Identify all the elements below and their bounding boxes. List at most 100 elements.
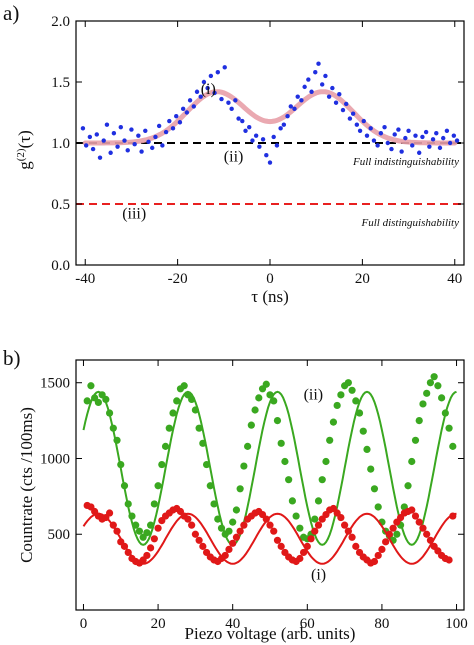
data-point	[104, 122, 110, 127]
data-point-ii	[374, 503, 382, 511]
data-point	[111, 131, 117, 136]
data-point-i	[385, 530, 393, 538]
annotation: (ii)	[224, 148, 244, 165]
data-point-ii	[322, 457, 330, 466]
data-point	[340, 107, 346, 113]
reference-line-label: Full indistinguishability	[352, 156, 459, 168]
data-point-ii	[355, 409, 364, 417]
data-point	[399, 149, 404, 154]
data-point	[271, 134, 276, 140]
data-point-i	[124, 548, 132, 557]
data-point-i	[147, 544, 155, 552]
data-point	[208, 73, 214, 79]
data-point-i	[411, 512, 420, 520]
data-point-i	[150, 535, 158, 543]
data-point-ii	[296, 524, 304, 532]
data-point	[236, 116, 241, 121]
data-point	[247, 124, 252, 130]
panel-b-y-axis-label: Countrate (cts /100ms)	[17, 407, 36, 563]
data-point-i	[314, 521, 323, 529]
data-point	[454, 138, 460, 143]
y-tick-label: 1.0	[51, 136, 70, 152]
data-point-ii	[94, 398, 102, 407]
data-point	[264, 153, 269, 158]
data-point	[243, 128, 248, 133]
data-point-ii	[326, 436, 334, 444]
data-point	[441, 135, 446, 141]
data-point	[319, 82, 325, 87]
x-tick-label: 100	[445, 616, 468, 632]
data-point-ii	[161, 442, 170, 450]
data-point-ii	[154, 482, 162, 490]
data-point-ii	[244, 442, 252, 450]
data-point-i	[191, 530, 199, 538]
data-point-ii	[143, 529, 151, 537]
data-point	[260, 137, 266, 142]
data-point	[97, 155, 103, 160]
panel-b-frame	[75, 359, 465, 611]
data-point-ii	[251, 406, 259, 414]
data-point-i	[270, 527, 278, 535]
x-tick-label: 0	[266, 271, 274, 287]
data-point-ii	[266, 391, 274, 399]
data-point-i	[199, 542, 207, 550]
data-point-i	[378, 545, 386, 553]
data-point-i	[445, 556, 453, 564]
data-point-i	[423, 530, 431, 538]
data-point-ii	[210, 500, 218, 508]
data-point	[347, 116, 353, 121]
data-point-ii	[262, 380, 270, 388]
data-point	[423, 129, 429, 135]
data-point-i	[311, 527, 319, 535]
data-point	[153, 134, 158, 140]
data-point	[136, 133, 141, 138]
data-point	[215, 70, 221, 75]
data-point-i	[120, 542, 129, 550]
data-point-ii	[117, 460, 125, 469]
data-point-i	[303, 542, 311, 550]
data-point-ii	[370, 485, 379, 493]
data-point	[444, 128, 450, 133]
panel-a: a) Full indistinguishability Full disting…	[3, 1, 465, 306]
data-point-ii	[441, 409, 449, 417]
data-point	[240, 118, 245, 124]
data-point-ii	[311, 515, 319, 523]
data-point	[385, 140, 390, 146]
x-tick-label: 0	[80, 616, 88, 632]
data-point	[194, 89, 200, 94]
data-point	[115, 144, 120, 149]
data-point-ii	[199, 439, 207, 447]
y-tick-label: 1500	[40, 376, 70, 392]
panel-b-x-axis-label: Piezo voltage (arb. units)	[185, 624, 356, 643]
data-point-ii	[83, 397, 91, 405]
data-point	[80, 126, 86, 131]
data-point-ii	[363, 445, 371, 453]
data-point	[94, 132, 99, 137]
data-point-i	[299, 548, 308, 557]
data-point-i	[408, 506, 416, 514]
data-point	[187, 98, 193, 103]
data-point-ii	[135, 527, 144, 535]
data-point	[292, 106, 297, 112]
data-point-ii	[449, 442, 457, 450]
data-point-i	[105, 509, 114, 517]
data-point-ii	[270, 397, 278, 405]
data-point-ii	[277, 439, 285, 447]
data-point-i	[195, 536, 203, 544]
panel-a-content: Full indistinguishability Full distinguis…	[76, 61, 464, 229]
data-point	[333, 100, 339, 105]
data-point	[378, 131, 384, 136]
fit-curve-ii	[82, 390, 457, 546]
data-point-ii	[318, 476, 326, 484]
data-point	[368, 126, 373, 131]
data-point-ii	[314, 497, 323, 505]
data-point	[174, 113, 179, 119]
y-tick-label: 2.0	[51, 14, 70, 30]
data-point-ii	[165, 424, 173, 432]
data-point-i	[188, 521, 196, 529]
data-point-ii	[105, 409, 114, 417]
data-point	[170, 126, 176, 131]
data-point-ii	[236, 485, 244, 493]
data-point-ii	[158, 460, 166, 469]
data-point	[434, 131, 439, 136]
